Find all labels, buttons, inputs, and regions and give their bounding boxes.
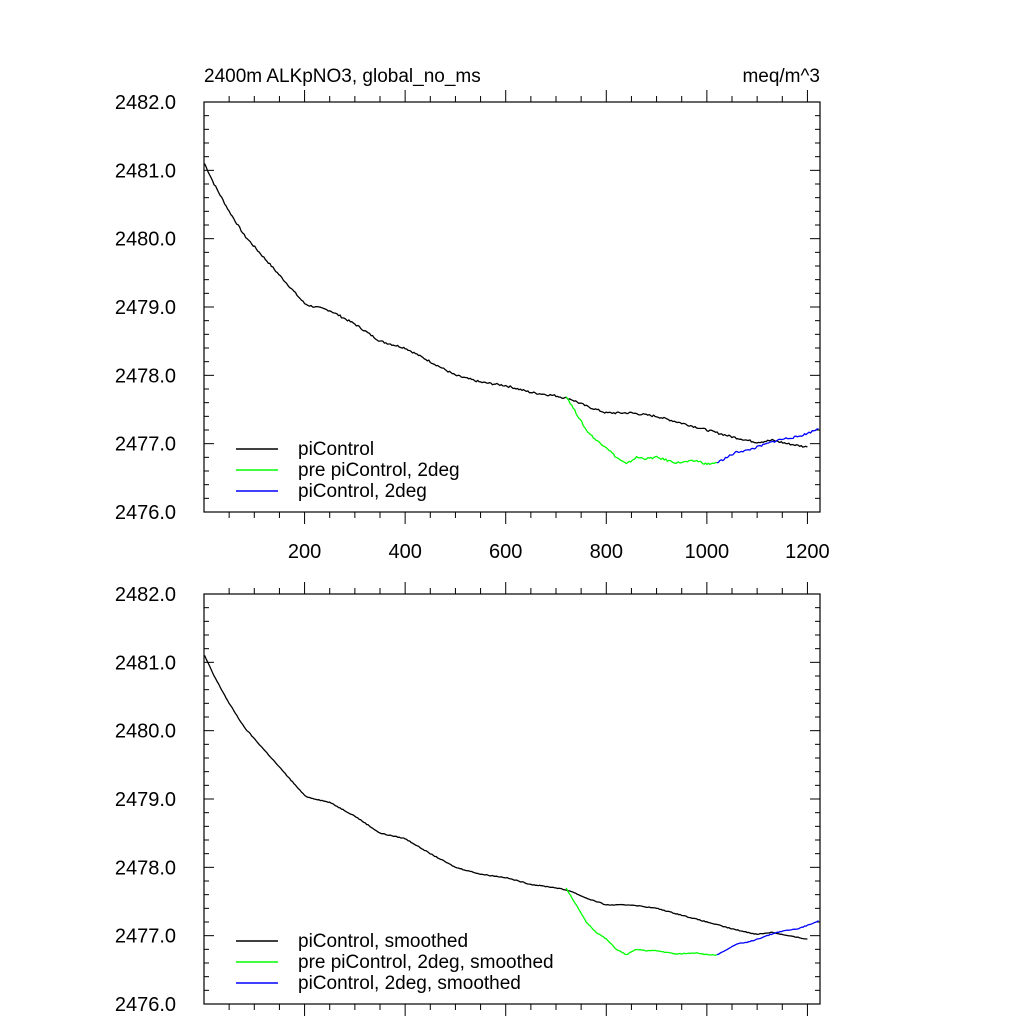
- bottom-panel: 2476.0 2477.0 2478.0 2479.0 2480.0 2481.0 2482…: [115, 582, 821, 1016]
- tick-marks: [204, 90, 820, 524]
- x-tick-label: 800: [590, 541, 623, 563]
- legend-label: piControl: [298, 439, 374, 460]
- series-line: [716, 427, 819, 464]
- y-tick-label: 2477.0: [115, 926, 176, 948]
- y-tick-label: 2480.0: [115, 229, 176, 251]
- y-tick-label: 2482.0: [115, 92, 176, 114]
- y-tick-label: 2482.0: [115, 584, 176, 606]
- series-line: [565, 396, 718, 466]
- y-tick-label: 2477.0: [115, 434, 176, 456]
- legend-label: piControl, 2deg: [298, 481, 427, 502]
- plot-lines: [203, 655, 819, 956]
- y-tick-labels: 2476.0 2477.0 2478.0 2479.0 2480.0 2481.0 2482…: [115, 92, 176, 524]
- x-tick-label: 400: [388, 541, 421, 563]
- x-tick-label: 1000: [685, 541, 730, 563]
- series-line: [716, 920, 819, 956]
- chart-units-label: meq/m^3: [742, 66, 820, 87]
- x-tick-labels: 200 400 600 800 1000 1200: [288, 541, 830, 563]
- y-tick-label: 2476.0: [115, 994, 176, 1016]
- y-tick-label: 2481.0: [115, 652, 176, 674]
- legend-label: piControl, smoothed: [298, 931, 468, 952]
- y-tick-labels: 2476.0 2477.0 2478.0 2479.0 2480.0 2481.0 2482…: [115, 584, 176, 1016]
- x-tick-label: 1200: [785, 541, 830, 563]
- y-tick-label: 2478.0: [115, 365, 176, 387]
- plot-frame: [203, 101, 821, 513]
- y-tick-label: 2476.0: [115, 502, 176, 524]
- x-tick-label: 600: [489, 541, 522, 563]
- y-tick-label: 2480.0: [115, 721, 176, 743]
- y-tick-label: 2479.0: [115, 789, 176, 811]
- series-line: [203, 163, 808, 448]
- series-line: [203, 655, 808, 940]
- plot-lines: [203, 163, 819, 466]
- series-line: [565, 887, 718, 956]
- top-panel: 2400m ALKpNO3, global_no_ms meq/m^3 2476…: [115, 66, 830, 563]
- tick-marks: [204, 582, 820, 1016]
- legend-label: pre piControl, 2deg: [298, 460, 460, 481]
- chart-title-left: 2400m ALKpNO3, global_no_ms: [204, 66, 481, 87]
- y-tick-label: 2479.0: [115, 297, 176, 319]
- x-tick-label: 200: [288, 541, 321, 563]
- plot-frame: [203, 593, 821, 1005]
- y-tick-label: 2478.0: [115, 857, 176, 879]
- y-tick-label: 2481.0: [115, 160, 176, 182]
- legend-label: pre piControl, 2deg, smoothed: [298, 952, 554, 973]
- legend-label: piControl, 2deg, smoothed: [298, 973, 521, 994]
